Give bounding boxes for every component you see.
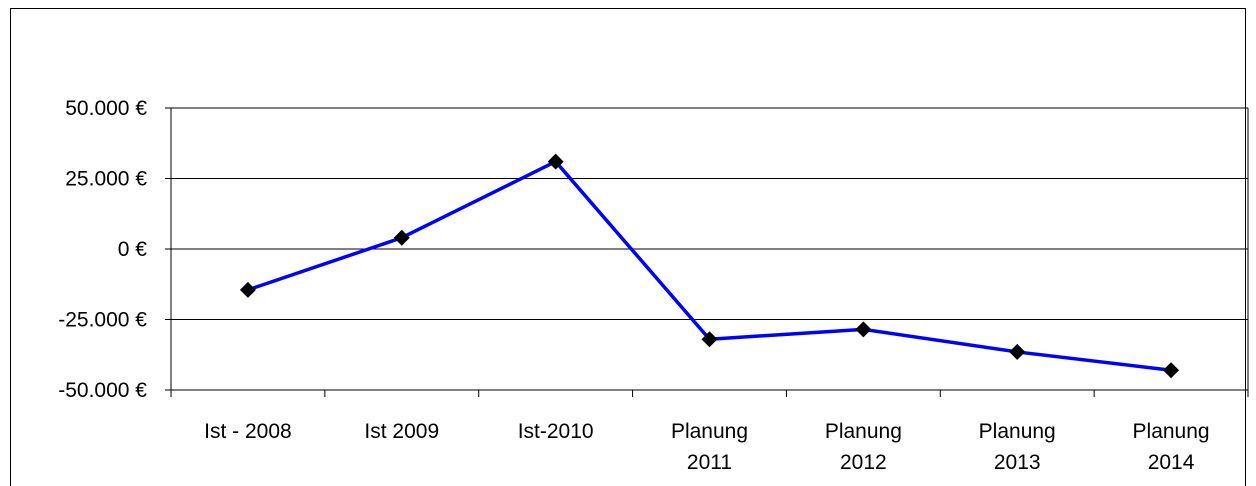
x-axis: Ist - 2008 Ist 2009 Ist-2010 Planung 2011 Pla… xyxy=(170,390,1249,474)
data-point-marker xyxy=(1163,362,1180,379)
y-tick-label: 50.000 € xyxy=(65,97,147,120)
y-tick-label: -25.000 € xyxy=(58,309,147,332)
y-tick-label: 0 € xyxy=(118,238,148,261)
y-tick-label: -50.000 € xyxy=(58,379,147,402)
data-point-marker xyxy=(547,153,564,170)
data-point-marker xyxy=(701,331,718,348)
x-tick-label: Ist-2010 xyxy=(518,420,594,443)
data-point-marker xyxy=(393,229,410,246)
x-tick-label: Planung 2012 xyxy=(825,420,902,474)
x-tick-label: Ist 2009 xyxy=(364,420,439,443)
y-axis: 50.000 € 25.000 € 0 € -25.000 € -50.000 € xyxy=(58,97,171,402)
series-layer xyxy=(239,153,1180,379)
data-point-marker xyxy=(855,321,872,338)
x-tick-label: Ist - 2008 xyxy=(204,420,292,443)
gridlines xyxy=(171,107,1248,391)
data-point-marker xyxy=(239,281,256,298)
data-point-marker xyxy=(1009,343,1026,360)
y-tick-label: 25.000 € xyxy=(65,168,147,191)
x-tick-label: Planung 2014 xyxy=(1133,420,1210,474)
x-tick-label: Planung 2011 xyxy=(671,420,748,474)
x-tick-label: Planung 2013 xyxy=(979,420,1056,474)
